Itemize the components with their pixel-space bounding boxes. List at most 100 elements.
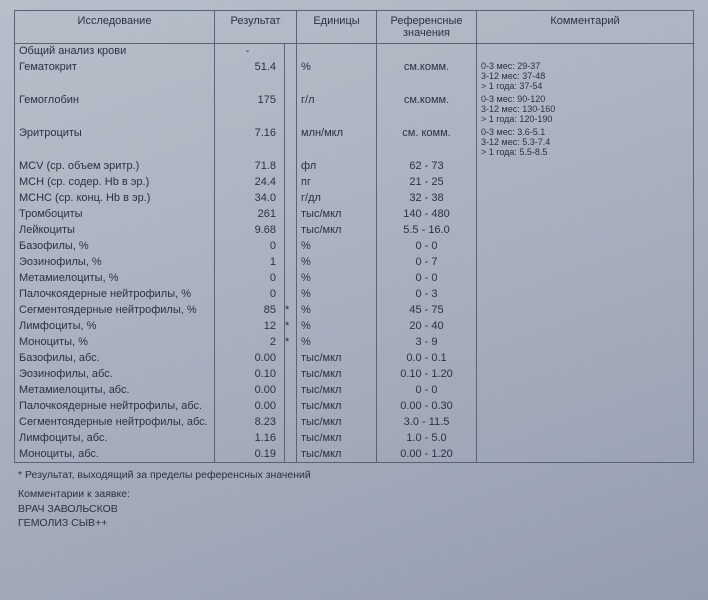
table-row: Эритроциты7.16млн/мклсм. комм.0-3 мес: 3… bbox=[15, 126, 694, 159]
cell-comment bbox=[477, 383, 694, 399]
cell-units: % bbox=[297, 239, 377, 255]
cell-units: фл bbox=[297, 159, 377, 175]
cell-star bbox=[285, 223, 297, 239]
cell-ref: 0.0 - 0.1 bbox=[377, 351, 477, 367]
cell-ref: 140 - 480 bbox=[377, 207, 477, 223]
cell-star bbox=[285, 175, 297, 191]
cell-star bbox=[285, 383, 297, 399]
cell-ref: 0 - 0 bbox=[377, 383, 477, 399]
footnote: * Результат, выходящий за пределы рефере… bbox=[18, 469, 690, 481]
cell-name: Эозинофилы, абс. bbox=[15, 367, 215, 383]
table-row: Базофилы, абс.0.00тыс/мкл0.0 - 0.1 bbox=[15, 351, 694, 367]
cell-ref: 0 - 7 bbox=[377, 255, 477, 271]
cell-star bbox=[285, 415, 297, 431]
table-row: Гемоглобин175г/лсм.комм.0-3 мес: 90-1203… bbox=[15, 93, 694, 126]
table-row: Палочкоядерные нейтрофилы, %0%0 - 3 bbox=[15, 287, 694, 303]
table-row: Лимфоциты, %12*%20 - 40 bbox=[15, 319, 694, 335]
cell-units: тыс/мкл bbox=[297, 415, 377, 431]
cell-comment: 0-3 мес: 3.6-5.13-12 мес: 5.3-7.4> 1 год… bbox=[477, 126, 694, 159]
cell-name: Базофилы, абс. bbox=[15, 351, 215, 367]
cell-comment bbox=[477, 207, 694, 223]
cell-ref: 0 - 0 bbox=[377, 239, 477, 255]
table-row: Лейкоциты9.68тыс/мкл5.5 - 16.0 bbox=[15, 223, 694, 239]
cell-star bbox=[285, 126, 297, 159]
cell-result: 7.16 bbox=[215, 126, 285, 159]
cell-name: Базофилы, % bbox=[15, 239, 215, 255]
cell-star bbox=[285, 191, 297, 207]
table-row: Базофилы, %0%0 - 0 bbox=[15, 239, 694, 255]
cell-result: 1.16 bbox=[215, 431, 285, 447]
cell-ref: 0.00 - 0.30 bbox=[377, 399, 477, 415]
cell-ref: 20 - 40 bbox=[377, 319, 477, 335]
cell-comment: 0-3 мес: 29-373-12 мес: 37-48> 1 года: 3… bbox=[477, 60, 694, 93]
cell-name: Палочкоядерные нейтрофилы, абс. bbox=[15, 399, 215, 415]
cell-name: Гемоглобин bbox=[15, 93, 215, 126]
col-header-units: Единицы bbox=[297, 11, 377, 44]
cell-result: 0 bbox=[215, 239, 285, 255]
cell-comment bbox=[477, 287, 694, 303]
cell-units: % bbox=[297, 255, 377, 271]
cell-star bbox=[285, 287, 297, 303]
cell-star: * bbox=[285, 303, 297, 319]
table-row: Гематокрит51.4%см.комм.0-3 мес: 29-373-1… bbox=[15, 60, 694, 93]
cell-result: 8.23 bbox=[215, 415, 285, 431]
cell-star bbox=[285, 447, 297, 463]
cell-units: г/л bbox=[297, 93, 377, 126]
cell-result: 0 bbox=[215, 287, 285, 303]
cell-star bbox=[285, 60, 297, 93]
cell-comment bbox=[477, 271, 694, 287]
cell-comment bbox=[477, 159, 694, 175]
cell-ref: 0 - 0 bbox=[377, 271, 477, 287]
cell-comment bbox=[477, 335, 694, 351]
footer-heading: Комментарии к заявке: bbox=[18, 487, 690, 502]
cell-ref: 1.0 - 5.0 bbox=[377, 431, 477, 447]
cell-units: % bbox=[297, 60, 377, 93]
cell-ref: см.комм. bbox=[377, 93, 477, 126]
table-row: Лимфоциты, абс.1.16тыс/мкл1.0 - 5.0 bbox=[15, 431, 694, 447]
cell-units: тыс/мкл bbox=[297, 383, 377, 399]
cell-star bbox=[285, 159, 297, 175]
cell-name: MCV (ср. объем эритр.) bbox=[15, 159, 215, 175]
cell-result: 175 bbox=[215, 93, 285, 126]
cell-result: 12 bbox=[215, 319, 285, 335]
cell-comment bbox=[477, 303, 694, 319]
cell-star bbox=[285, 399, 297, 415]
table-row: Метамиелоциты, абс.0.00тыс/мкл0 - 0 bbox=[15, 383, 694, 399]
footer-block: Комментарии к заявке: ВРАЧ ЗАВОЛЬСКОВ ГЕ… bbox=[18, 487, 690, 531]
cell-units: % bbox=[297, 319, 377, 335]
cell-comment bbox=[477, 223, 694, 239]
cell-name: Моноциты, % bbox=[15, 335, 215, 351]
cell-ref: 0.00 - 1.20 bbox=[377, 447, 477, 463]
cell-name: Метамиелоциты, абс. bbox=[15, 383, 215, 399]
table-row: Сегментоядерные нейтрофилы, абс.8.23тыс/… bbox=[15, 415, 694, 431]
cell-ref: 0 - 3 bbox=[377, 287, 477, 303]
cell-result: 85 bbox=[215, 303, 285, 319]
cell-star bbox=[285, 207, 297, 223]
table-row: Эозинофилы, абс.0.10тыс/мкл0.10 - 1.20 bbox=[15, 367, 694, 383]
cell-name: Тромбоциты bbox=[15, 207, 215, 223]
cell-ref: 3.0 - 11.5 bbox=[377, 415, 477, 431]
cell-result: 0 bbox=[215, 271, 285, 287]
table-row: Моноциты, %2*%3 - 9 bbox=[15, 335, 694, 351]
cell-result: 2 bbox=[215, 335, 285, 351]
cell-ref: 21 - 25 bbox=[377, 175, 477, 191]
cell-result: 0.10 bbox=[215, 367, 285, 383]
cell-ref: 0.10 - 1.20 bbox=[377, 367, 477, 383]
cell-star bbox=[285, 351, 297, 367]
section-row: Общий анализ крови- bbox=[15, 44, 694, 60]
cell-ref: 62 - 73 bbox=[377, 159, 477, 175]
footer-line-2: ГЕМОЛИЗ СЫВ++ bbox=[18, 516, 690, 531]
cell-result: 261 bbox=[215, 207, 285, 223]
lab-report-sheet: Исследование Результат Единицы Референсн… bbox=[0, 0, 708, 539]
table-row: Палочкоядерные нейтрофилы, абс.0.00тыс/м… bbox=[15, 399, 694, 415]
table-row: Эозинофилы, %1%0 - 7 bbox=[15, 255, 694, 271]
cell-comment bbox=[477, 191, 694, 207]
cell-comment bbox=[477, 255, 694, 271]
cell-name: Моноциты, абс. bbox=[15, 447, 215, 463]
cell-units: млн/мкл bbox=[297, 126, 377, 159]
table-row: MCH (ср. содер. Hb в эр.)24.4пг21 - 25 bbox=[15, 175, 694, 191]
cell-name: Лимфоциты, абс. bbox=[15, 431, 215, 447]
cell-name: Эозинофилы, % bbox=[15, 255, 215, 271]
cell-name: Лейкоциты bbox=[15, 223, 215, 239]
cell-ref: 5.5 - 16.0 bbox=[377, 223, 477, 239]
